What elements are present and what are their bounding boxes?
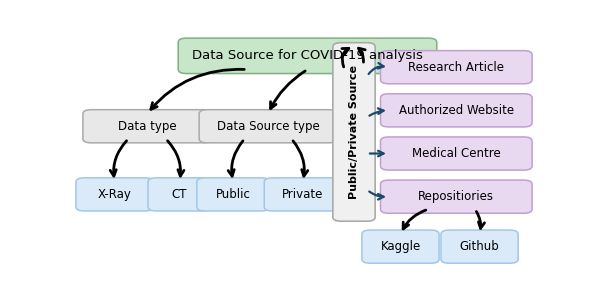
FancyBboxPatch shape [380,94,532,127]
FancyBboxPatch shape [362,230,439,263]
FancyBboxPatch shape [380,51,532,84]
FancyArrowPatch shape [403,210,426,229]
Text: Medical Centre: Medical Centre [412,147,500,160]
FancyArrowPatch shape [228,141,243,176]
FancyBboxPatch shape [178,38,437,73]
FancyBboxPatch shape [380,137,532,170]
FancyBboxPatch shape [380,180,532,213]
Text: Authorized Website: Authorized Website [399,104,514,117]
FancyBboxPatch shape [264,178,341,211]
Text: Public: Public [215,188,251,201]
FancyBboxPatch shape [83,110,211,143]
FancyArrowPatch shape [368,63,383,74]
FancyBboxPatch shape [333,43,375,221]
Text: CT: CT [172,188,187,201]
FancyBboxPatch shape [199,110,337,143]
FancyBboxPatch shape [148,178,211,211]
FancyArrowPatch shape [110,141,127,176]
FancyBboxPatch shape [197,178,269,211]
FancyArrowPatch shape [359,48,365,62]
FancyArrowPatch shape [167,141,184,176]
Text: Private: Private [282,188,323,201]
Text: Data type: Data type [118,120,176,133]
Text: Public/Private Source: Public/Private Source [349,65,359,199]
FancyArrowPatch shape [370,108,383,116]
Text: X-Ray: X-Ray [98,188,131,201]
FancyBboxPatch shape [76,178,153,211]
Text: Data Source type: Data Source type [217,120,319,133]
FancyBboxPatch shape [441,230,518,263]
FancyArrowPatch shape [369,191,383,199]
Text: Kaggle: Kaggle [380,240,421,253]
Text: Research Article: Research Article [408,61,504,74]
Text: Repositiories: Repositiories [418,190,494,203]
FancyArrowPatch shape [342,48,349,67]
FancyArrowPatch shape [370,151,383,156]
Text: Data Source for COVID-19 analysis: Data Source for COVID-19 analysis [192,49,423,62]
Text: Github: Github [460,240,499,253]
FancyArrowPatch shape [271,71,305,109]
FancyArrowPatch shape [476,212,485,228]
FancyArrowPatch shape [293,141,308,176]
FancyArrowPatch shape [151,69,244,109]
